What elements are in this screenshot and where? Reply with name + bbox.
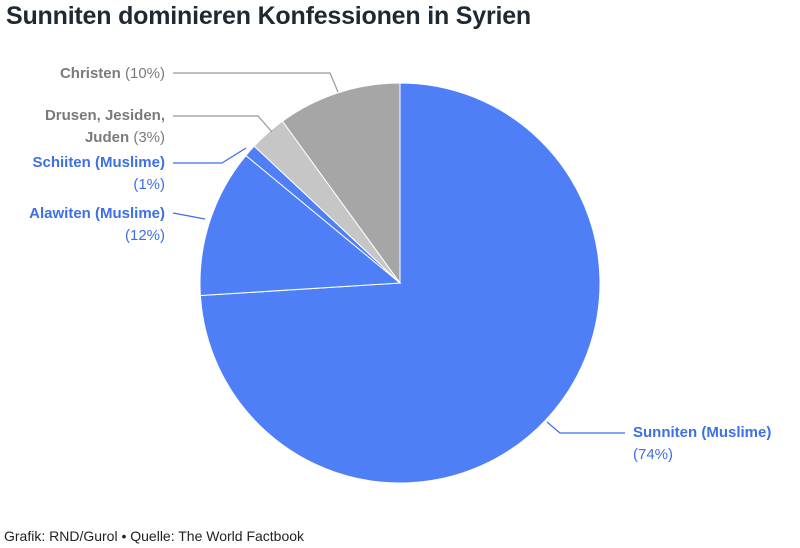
pie-slice-1 — [199, 154, 402, 297]
leader-christen — [173, 72, 339, 93]
label-sunniten-value: (74%) — [633, 446, 674, 463]
label-schiiten: Schiiten (Muslime) (1%) — [32, 152, 165, 196]
leader-schiiten — [173, 147, 247, 164]
leader-drusen — [173, 115, 273, 133]
label-alawiten-name: Alawiten (Muslime) — [29, 205, 165, 222]
label-alawiten-value: (12%) — [124, 227, 165, 244]
label-sunniten: Sunniten (Muslime) (74%) — [633, 422, 771, 466]
label-christen-name: Christen — [59, 65, 121, 82]
footer-source: Grafik: RND/Gurol • Quelle: The World Fa… — [4, 528, 305, 544]
leader-alawiten — [172, 212, 206, 220]
label-christen-value: (10%) — [124, 65, 165, 82]
label-drusen: Drusen, Jesiden, Juden (3%) — [45, 105, 165, 149]
pie-slice-4 — [281, 82, 401, 285]
label-schiiten-name: Schiiten (Muslime) — [32, 154, 165, 171]
label-drusen-line1: Drusen, Jesiden, — [44, 107, 165, 124]
label-christen: Christen (10%) — [60, 63, 165, 85]
chart-title: Sunniten dominieren Konfessionen in Syri… — [6, 2, 531, 30]
leader-sunniten — [546, 421, 625, 434]
label-schiiten-value: (1%) — [133, 176, 165, 193]
label-alawiten: Alawiten (Muslime) (12%) — [29, 203, 165, 247]
label-drusen-line2: Juden — [84, 129, 130, 146]
label-drusen-value: (3%) — [133, 129, 165, 146]
label-sunniten-name: Sunniten (Muslime) — [633, 424, 772, 441]
